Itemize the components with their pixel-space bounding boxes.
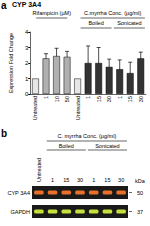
svg-text:Sonicated: Sonicated (117, 20, 141, 26)
svg-text:30: 30 (77, 177, 83, 183)
svg-text:0: 0 (25, 91, 29, 97)
svg-text:Untreated: Untreated (75, 96, 81, 120)
svg-text:Rifampicin (µM): Rifampicin (µM) (32, 10, 71, 16)
svg-text:Sonicated: Sonicated (95, 143, 119, 149)
svg-text:1: 1 (85, 96, 91, 99)
svg-text:30: 30 (118, 177, 124, 183)
svg-text:10: 10 (54, 96, 60, 102)
svg-text:37: 37 (137, 209, 143, 215)
svg-text:30: 30 (138, 96, 144, 102)
svg-text:15: 15 (127, 96, 133, 102)
svg-text:a: a (1, 0, 7, 11)
svg-text:CYP 3A4: CYP 3A4 (7, 190, 30, 196)
svg-text:30: 30 (106, 96, 112, 102)
svg-text:Untreated: Untreated (36, 158, 42, 182)
svg-text:1: 1 (25, 76, 29, 82)
svg-text:Boiled: Boiled (88, 20, 103, 26)
svg-text:kDa: kDa (135, 178, 146, 184)
svg-text:Expression Fold Change: Expression Fold Change (8, 33, 14, 93)
svg-text:15: 15 (63, 177, 69, 183)
svg-text:50: 50 (64, 96, 70, 102)
svg-text:1: 1 (92, 177, 95, 183)
svg-text:b: b (1, 128, 7, 139)
svg-text:CYP 3A4: CYP 3A4 (12, 1, 41, 8)
svg-text:15: 15 (96, 96, 102, 102)
svg-text:2: 2 (25, 60, 29, 66)
svg-text:4: 4 (25, 29, 29, 35)
svg-text:15: 15 (104, 177, 110, 183)
svg-text:C. myrrha Conc. (µg/ml): C. myrrha Conc. (µg/ml) (57, 133, 116, 139)
svg-text:3: 3 (25, 45, 29, 51)
svg-text:C.myrrha Conc. (µg/ml): C.myrrha Conc. (µg/ml) (84, 10, 141, 16)
svg-text:1: 1 (51, 177, 54, 183)
svg-text:Untreated: Untreated (32, 96, 38, 120)
svg-text:50: 50 (137, 190, 143, 196)
svg-text:1: 1 (43, 96, 49, 99)
svg-text:1: 1 (117, 96, 123, 99)
svg-text:Boiled: Boiled (59, 143, 74, 149)
svg-text:GAPDH: GAPDH (10, 209, 30, 215)
